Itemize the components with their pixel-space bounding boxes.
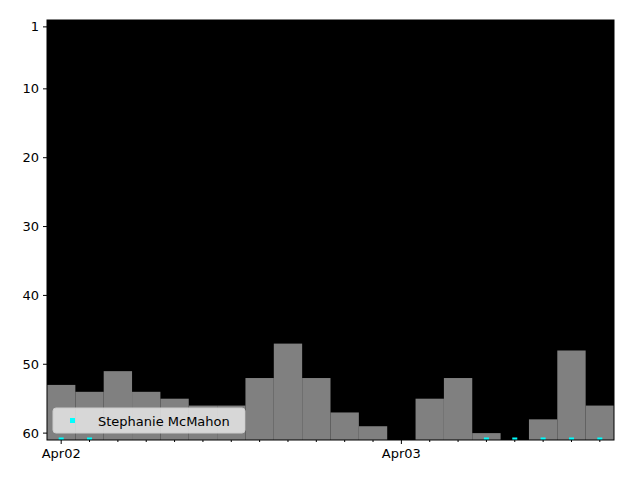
bar bbox=[557, 350, 585, 440]
legend: Stephanie McMahon bbox=[53, 408, 245, 433]
plot-area bbox=[47, 20, 614, 440]
bar bbox=[359, 426, 387, 440]
y-tick-label: 50 bbox=[22, 357, 39, 372]
bar bbox=[416, 399, 444, 440]
y-tick bbox=[43, 88, 47, 89]
x-tick bbox=[259, 440, 260, 442]
x-tick bbox=[174, 440, 175, 442]
y-tick-label: 60 bbox=[22, 426, 39, 441]
y-tick bbox=[43, 157, 47, 158]
x-tick bbox=[231, 440, 232, 442]
x-tick bbox=[429, 440, 430, 442]
y-tick bbox=[43, 364, 47, 365]
y-tick bbox=[43, 433, 47, 434]
x-tick-label: Apr03 bbox=[382, 446, 421, 461]
x-tick bbox=[89, 440, 90, 442]
bar bbox=[586, 406, 614, 440]
y-tick bbox=[43, 226, 47, 227]
x-tick bbox=[146, 440, 147, 442]
y-tick bbox=[43, 26, 47, 27]
x-tick bbox=[401, 440, 402, 444]
y-tick-label: 40 bbox=[22, 288, 39, 303]
x-tick bbox=[202, 440, 203, 442]
x-tick bbox=[316, 440, 317, 442]
y-tick bbox=[43, 295, 47, 296]
bar bbox=[331, 412, 359, 440]
x-tick bbox=[61, 440, 62, 444]
x-tick bbox=[543, 440, 544, 442]
legend-marker bbox=[70, 418, 75, 423]
x-tick bbox=[287, 440, 288, 442]
bar bbox=[444, 378, 472, 440]
x-tick bbox=[373, 440, 374, 442]
bar bbox=[302, 378, 330, 440]
x-tick bbox=[486, 440, 487, 442]
x-tick-label: Apr02 bbox=[42, 446, 81, 461]
x-tick bbox=[571, 440, 572, 442]
frame bbox=[47, 20, 614, 440]
x-tick bbox=[117, 440, 118, 442]
chart: 1 10 20 30 40 50 60Apr02 Apr03 Stephanie McMahon bbox=[0, 0, 640, 480]
y-tick-label: 30 bbox=[22, 219, 39, 234]
y-tick-label: 10 bbox=[22, 81, 39, 96]
y-tick-label: 20 bbox=[22, 150, 39, 165]
marks bbox=[47, 344, 614, 440]
x-tick bbox=[458, 440, 459, 442]
bar bbox=[529, 419, 557, 440]
bar bbox=[245, 378, 273, 440]
x-tick bbox=[599, 440, 600, 442]
legend-box bbox=[53, 408, 245, 433]
x-tick bbox=[514, 440, 515, 442]
bar bbox=[274, 344, 302, 440]
legend-label: Stephanie McMahon bbox=[98, 414, 230, 429]
y-tick-label: 1 bbox=[31, 19, 39, 34]
x-tick bbox=[344, 440, 345, 442]
